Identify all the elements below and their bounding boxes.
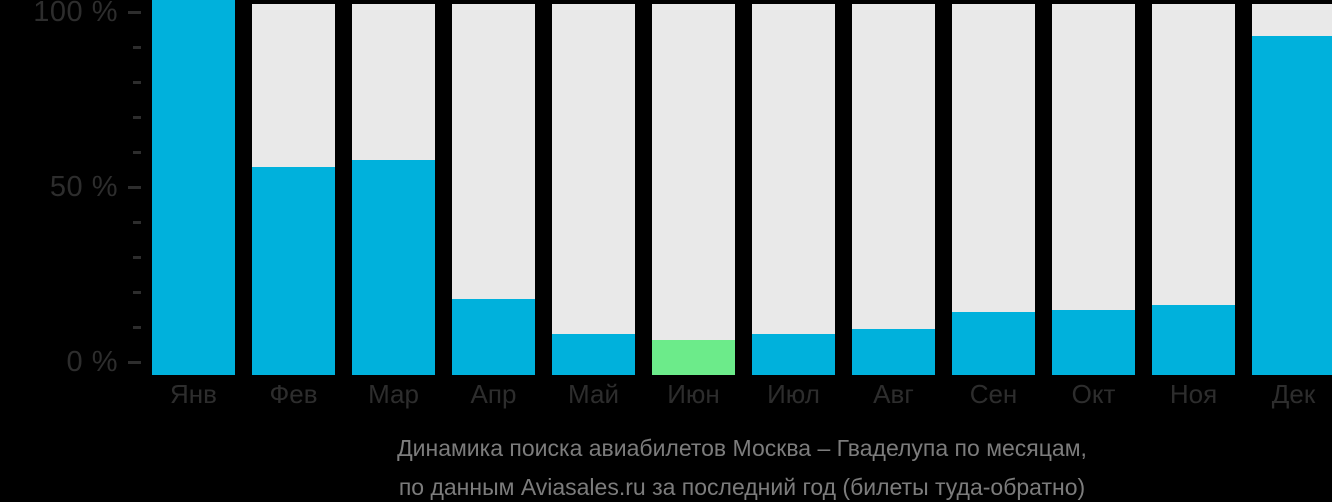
y-tick-label: 100 % [33, 0, 118, 28]
y-tick-mark-major [128, 361, 141, 364]
y-tick-mark-minor [133, 256, 141, 259]
x-tick-label: Июн [667, 379, 720, 409]
chart-subtitle: по данным Aviasales.ru за последний год … [398, 474, 1086, 500]
y-tick-mark-minor [133, 46, 141, 49]
x-tick-label: Дек [1271, 379, 1316, 409]
chart-title: Динамика поиска авиабилетов Москва – Гва… [397, 435, 1087, 461]
x-tick-label: Янв [170, 379, 217, 409]
bar-column-дек [1252, 0, 1332, 375]
x-tick-label: Июл [767, 379, 820, 409]
y-tick-mark-minor [133, 291, 141, 294]
bar [252, 167, 335, 375]
y-tick-mark-minor [133, 221, 141, 224]
x-tick-label: Окт [1071, 379, 1116, 409]
bar-column-ноя [1152, 0, 1235, 375]
bar [1252, 36, 1332, 375]
bar [352, 160, 435, 375]
bar [1052, 310, 1135, 375]
bar-column-сен [952, 0, 1035, 375]
x-tick-label: Сен [969, 379, 1018, 409]
bar [552, 334, 635, 375]
bar-track [552, 4, 635, 375]
x-tick-label: Мар [368, 379, 419, 409]
bar-column-мар [352, 0, 435, 375]
y-tick-mark-minor [133, 151, 141, 154]
bar-column-авг [852, 0, 935, 375]
bar [952, 312, 1035, 375]
bar-highlighted [652, 340, 735, 375]
y-tick-mark-major [128, 186, 141, 189]
bar [752, 334, 835, 375]
y-tick-label: 50 % [49, 171, 118, 203]
bar-column-янв [152, 0, 235, 375]
bar-column-окт [1052, 0, 1135, 375]
bar-track [652, 4, 735, 375]
bar-column-июл [752, 0, 835, 375]
plot-area [152, 0, 1332, 375]
bar-column-май [552, 0, 635, 375]
x-tick-label: Ноя [1169, 379, 1218, 409]
x-tick-label: Фев [269, 379, 318, 409]
y-tick-mark-minor [133, 326, 141, 329]
bar [852, 329, 935, 375]
y-tick-label: 0 % [66, 346, 118, 378]
bar [1152, 305, 1235, 375]
x-tick-label: Апр [470, 379, 517, 409]
x-tick-label: Май [568, 379, 619, 409]
bar [152, 0, 235, 375]
bar-column-фев [252, 0, 335, 375]
bar-track [852, 4, 935, 375]
bar-column-июн [652, 0, 735, 375]
x-tick-label: Авг [873, 379, 914, 409]
y-tick-mark-minor [133, 81, 141, 84]
bar-track [752, 4, 835, 375]
bar [452, 299, 535, 375]
bar-column-апр [452, 0, 535, 375]
y-tick-mark-minor [133, 116, 141, 119]
y-tick-mark-major [128, 11, 141, 14]
